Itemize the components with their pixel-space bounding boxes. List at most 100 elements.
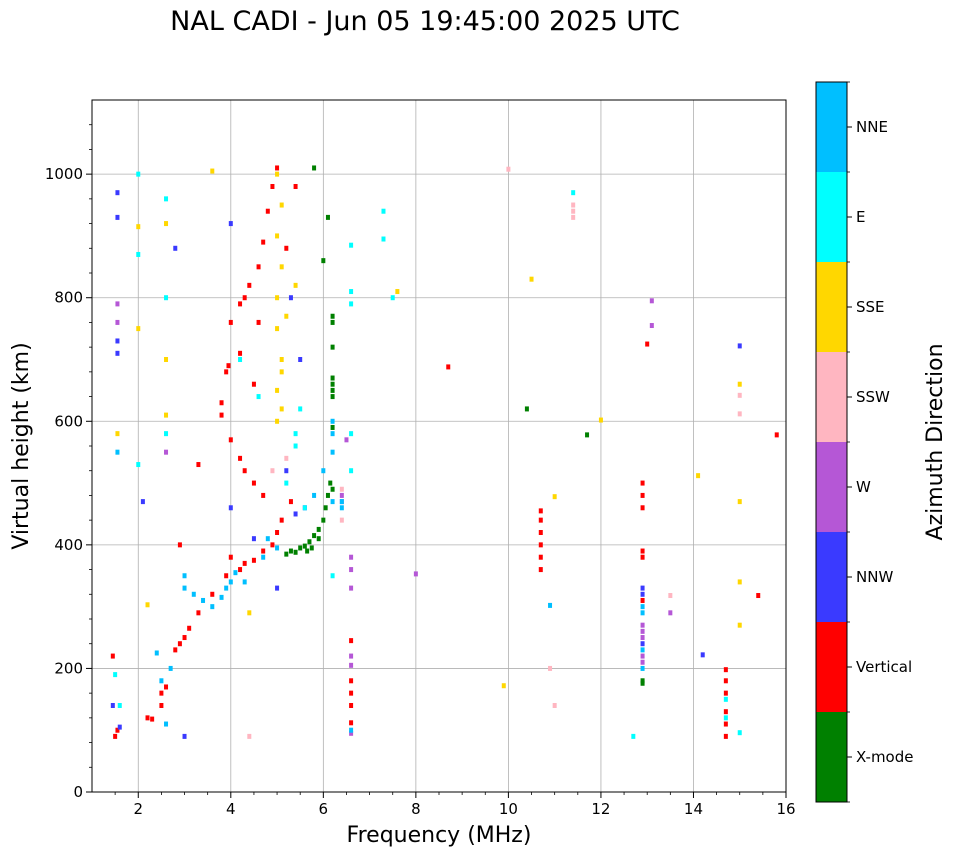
data-point-w — [649, 323, 654, 329]
data-point-nnw — [115, 214, 120, 220]
data-point-e — [302, 505, 307, 511]
data-point-vertical — [164, 684, 169, 690]
data-point-nne — [201, 597, 206, 603]
data-point-nnw — [228, 505, 233, 511]
data-point-nne — [349, 727, 354, 733]
data-point-sse — [275, 387, 280, 393]
data-point-w — [349, 585, 354, 591]
data-point-vertical — [238, 301, 243, 307]
data-point-x-mode — [330, 394, 335, 400]
data-point-e — [293, 443, 298, 449]
plot-frame — [91, 99, 787, 793]
data-point-nnw — [275, 585, 280, 591]
data-point-ssw — [284, 455, 289, 461]
data-point-sse — [737, 381, 742, 387]
data-point-vertical — [640, 554, 645, 560]
colorbar-tick-label: NNW — [856, 568, 893, 586]
data-point-nne — [233, 570, 238, 576]
data-point-x-mode — [307, 539, 312, 545]
data-point-w — [640, 659, 645, 665]
data-point-vertical — [288, 499, 293, 505]
data-point-e — [298, 406, 303, 412]
x-tick-label: 14 — [684, 800, 703, 818]
data-point-e — [256, 394, 261, 400]
x-tick-label: 16 — [776, 800, 795, 818]
data-point-w — [649, 298, 654, 304]
data-point-vertical — [196, 462, 201, 468]
data-point-vertical — [774, 432, 779, 438]
data-point-vertical — [640, 505, 645, 511]
data-point-nne — [182, 573, 187, 579]
data-point-e — [284, 480, 289, 486]
data-point-nne — [548, 602, 553, 608]
data-point-nnw — [182, 733, 187, 739]
data-point-ssw — [270, 468, 275, 474]
data-point-vertical — [640, 548, 645, 554]
data-point-e — [723, 715, 728, 721]
y-tick-label: 400 — [54, 536, 83, 554]
data-point-sse — [279, 406, 284, 412]
data-point-e — [390, 295, 395, 301]
data-point-vertical — [196, 610, 201, 616]
data-point-vertical — [261, 492, 266, 498]
data-point-nne — [242, 579, 247, 585]
data-point-vertical — [284, 245, 289, 251]
data-point-sse — [279, 202, 284, 208]
colorbar-swatch — [816, 442, 847, 532]
data-point-vertical — [275, 165, 280, 171]
data-point-vertical — [145, 715, 150, 721]
data-point-nne — [330, 431, 335, 437]
data-point-vertical — [177, 641, 182, 647]
data-point-x-mode — [330, 424, 335, 430]
data-point-nne — [330, 499, 335, 505]
data-point-e — [349, 468, 354, 474]
data-point-x-mode — [321, 258, 326, 264]
data-point-x-mode — [585, 432, 590, 438]
data-point-sse — [115, 431, 120, 437]
colorbar-swatch — [816, 712, 847, 802]
data-point-vertical — [349, 638, 354, 644]
data-point-sse — [279, 357, 284, 362]
data-point-nnw — [117, 724, 122, 730]
data-point-nne — [330, 418, 335, 424]
data-point-vertical — [242, 295, 247, 301]
data-point-nnw — [737, 343, 742, 349]
data-point-vertical — [261, 239, 266, 245]
data-point-nnw — [298, 357, 303, 362]
data-point-e — [349, 289, 354, 295]
data-point-vertical — [293, 184, 298, 189]
data-point-e — [113, 672, 118, 678]
data-point-sse — [279, 264, 284, 270]
data-point-w — [115, 301, 120, 307]
data-point-sse — [136, 326, 141, 332]
data-point-sse — [737, 499, 742, 505]
data-point-vertical — [538, 530, 543, 535]
data-point-e — [330, 573, 335, 579]
data-point-sse — [284, 313, 289, 319]
colorbar-frame — [815, 81, 848, 803]
data-point-x-mode — [302, 543, 307, 549]
x-tick-label: 4 — [226, 800, 236, 818]
data-point-vertical — [256, 319, 261, 325]
data-point-nnw — [173, 245, 178, 251]
colorbar-swatch — [816, 532, 847, 622]
data-point-vertical — [177, 542, 182, 548]
data-point-w — [349, 730, 354, 736]
data-point-x-mode — [325, 492, 330, 498]
data-point-sse — [529, 276, 534, 282]
data-point-nnw — [640, 641, 645, 647]
data-point-nne — [330, 449, 335, 455]
data-point-ssw — [339, 517, 344, 523]
data-point-e — [723, 696, 728, 702]
data-point-vertical — [242, 468, 247, 474]
data-point-x-mode — [323, 505, 328, 511]
data-point-sse — [737, 579, 742, 585]
data-point-vertical — [187, 625, 192, 631]
data-point-ssw — [737, 411, 742, 417]
colorbar-tick-label: Vertical — [856, 658, 912, 676]
data-point-vertical — [446, 364, 451, 370]
data-point-sse — [275, 326, 280, 332]
colorbar-swatch — [816, 262, 847, 352]
data-point-vertical — [251, 557, 256, 563]
x-axis-title: Frequency (MHz) — [347, 823, 532, 848]
